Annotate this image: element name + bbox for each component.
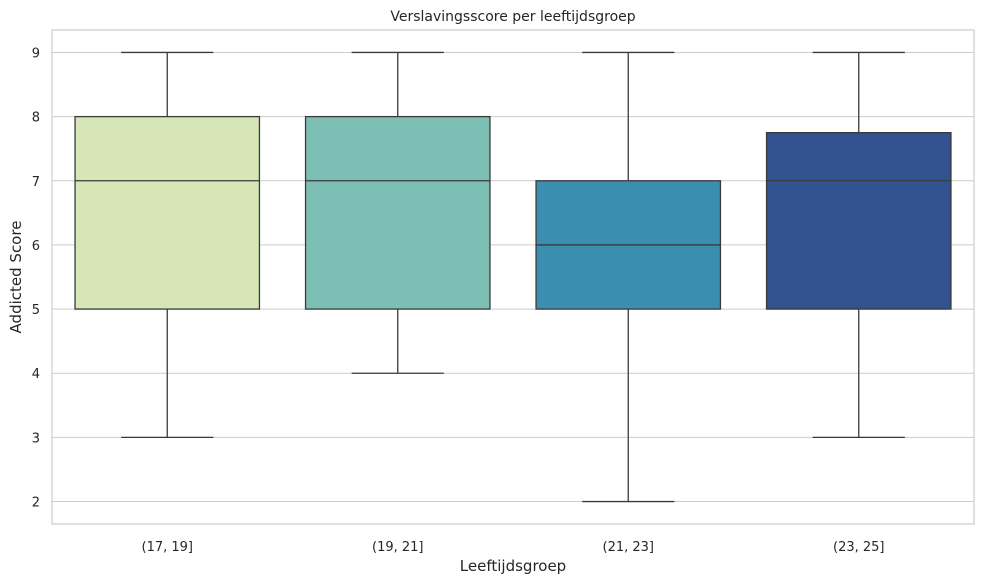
y-tick-label: 9 <box>32 46 40 61</box>
y-tick-labels: 2 3 4 5 6 7 8 9 <box>32 46 40 510</box>
y-tick-label: 8 <box>32 111 40 126</box>
box-group <box>535 51 722 503</box>
iqr-box <box>765 131 952 310</box>
chart-title: Verslavingsscore per leeftijdsgroep <box>390 9 635 25</box>
x-tick-label: (19, 21] <box>372 540 424 555</box>
x-tick-label: (23, 25] <box>833 540 885 555</box>
box-group <box>74 51 261 439</box>
y-tick-label: 2 <box>32 496 40 511</box>
y-tick-label: 6 <box>32 239 40 254</box>
x-tick-label: (17, 19] <box>142 540 194 555</box>
x-tick-label: (21, 23] <box>603 540 655 555</box>
y-axis-label: Addicted Score <box>7 221 25 334</box>
box-series <box>74 51 952 503</box>
y-tick-label: 7 <box>32 175 40 190</box>
iqr-box <box>304 115 491 310</box>
plot-frame <box>51 29 975 525</box>
y-tick-label: 3 <box>32 431 40 446</box>
y-tick-label: 5 <box>32 303 40 318</box>
x-axis-label: Leeftijdsgroep <box>460 557 566 575</box>
box-group <box>304 51 491 374</box>
x-tick-labels: (17, 19] (19, 21] (21, 23] (23, 25] <box>142 540 885 555</box>
iqr-box <box>74 115 261 310</box>
y-tick-label: 4 <box>32 367 40 382</box>
box-group <box>765 51 952 439</box>
